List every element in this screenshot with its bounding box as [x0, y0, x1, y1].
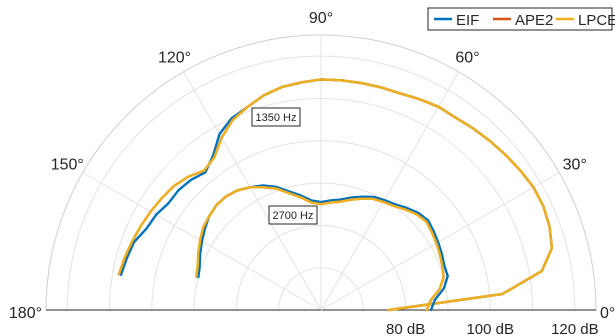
annotation-label: 1350 Hz: [256, 112, 297, 124]
annotation-box: 1350 Hz: [251, 107, 301, 127]
grid-spoke: [320, 71, 459, 311]
frequency-annotations: 1350 Hz 2700 Hz: [251, 107, 318, 225]
series-line-ape2-2700hz: [195, 186, 445, 312]
legend-label: EIF: [456, 12, 479, 29]
legend: EIF APE2 LPCE: [427, 7, 615, 31]
annotation-box: 2700 Hz: [268, 205, 318, 225]
angle-tick-label: 120°: [158, 49, 191, 66]
series-line-eif-1350hz: [119, 78, 554, 312]
polar-grid: [45, 34, 597, 311]
radial-tick-label: 120 dB: [551, 321, 599, 336]
angle-tick-label: 90°: [309, 10, 333, 27]
angle-tick-label: 0°: [600, 305, 615, 322]
angle-tick-label: 150°: [51, 157, 84, 174]
legend-box: [427, 7, 613, 31]
annotation-frame: [268, 205, 318, 225]
series-line-lpce-1350hz: [117, 78, 554, 312]
grid-spoke: [320, 172, 560, 311]
grid-spoke: [183, 71, 322, 311]
legend-label: APE2: [515, 12, 553, 29]
legend-label: LPCE: [578, 12, 615, 29]
annotation-frame: [251, 107, 301, 127]
radial-tick-label: 100 dB: [466, 321, 514, 336]
radial-tick-labels: 80 dB 100 dB 120 dB: [386, 321, 599, 336]
radial-tick-label: 80 dB: [386, 321, 425, 336]
angle-tick-label: 30°: [563, 157, 587, 174]
annotation-label: 2700 Hz: [273, 210, 314, 222]
angle-tick-label: 60°: [455, 49, 479, 66]
series-line-lpce-2700hz: [195, 186, 445, 312]
angle-tick-labels: 0° 30° 60° 90° 120° 150° 180°: [9, 10, 615, 322]
angle-tick-label: 180°: [9, 305, 42, 322]
series-lines: [117, 78, 554, 312]
